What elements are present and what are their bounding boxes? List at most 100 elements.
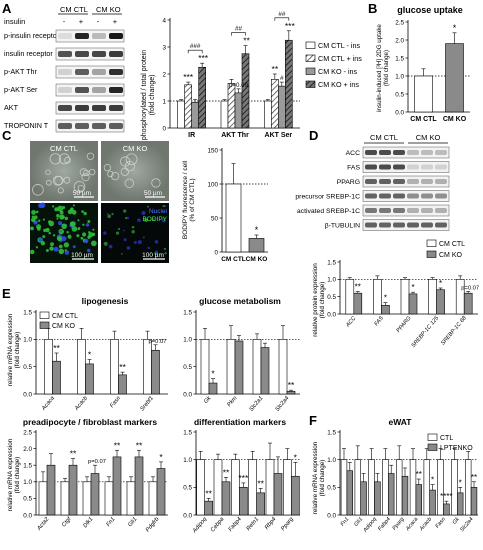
blot-band — [407, 222, 419, 228]
bar — [445, 43, 464, 113]
bar — [46, 464, 56, 516]
fluorescent-spot — [108, 244, 113, 249]
fluorescent-spot — [45, 227, 50, 233]
bar — [191, 102, 199, 129]
blot-band — [75, 87, 89, 93]
x-tick-label: Fn1 — [340, 516, 351, 527]
x-tick-label: Slc2a4 — [459, 516, 474, 533]
fluorescent-spot — [131, 230, 135, 234]
blot-a-lane-sign-2: + — [79, 17, 84, 26]
bar — [248, 459, 257, 516]
x-tick-label: Cebpa — [210, 516, 226, 534]
blot-band — [393, 179, 405, 184]
y-tick-label: 0.5 — [183, 364, 192, 371]
legend-label: CM KO - ins — [318, 67, 358, 76]
fluorescent-spot — [42, 235, 46, 239]
fluorescent-spot — [59, 214, 65, 220]
y-tick-label: 1.5 — [183, 309, 192, 316]
x-tick-label: CM CTL — [221, 256, 246, 263]
x-tick-label: Pparg — [280, 516, 295, 532]
blot-band — [109, 33, 123, 39]
fluorescent-spot — [161, 218, 166, 223]
fluorescent-spot — [38, 219, 41, 222]
y-tick-label: 0.0 — [327, 311, 336, 318]
blot-row-label: AKT — [4, 103, 19, 112]
legend-label: CM CTL — [439, 241, 465, 248]
blot-band — [393, 222, 405, 228]
blot-row-label: TROPONIN T — [4, 121, 49, 130]
y-tick-label: 1.0 — [183, 337, 192, 344]
blot-band — [58, 51, 72, 57]
blot-band — [75, 51, 89, 57]
bar — [134, 456, 144, 516]
fluorescent-spot — [49, 246, 54, 251]
blot-band — [379, 222, 391, 228]
x-tick-label: Acacb — [418, 516, 433, 532]
blot-a-lane-sign-3: - — [97, 17, 100, 26]
x-tick-label: Fabp4 — [228, 516, 243, 532]
blot-band — [75, 33, 89, 39]
blot-row-label: ACC — [346, 150, 360, 157]
blot-a-lane-sign-4: + — [113, 17, 118, 26]
bar — [241, 53, 250, 129]
blot-band — [365, 150, 377, 155]
blot-band — [58, 33, 72, 39]
cell-outline — [120, 156, 131, 167]
blot-row-label: FAS — [347, 165, 360, 172]
panel-e-legend: CM CTL CM KO — [39, 311, 78, 330]
bar — [151, 349, 160, 395]
x-tick-label: CM KO — [443, 116, 467, 123]
x-tick-label: Slc2a1 — [249, 395, 265, 412]
fluorescent-spot — [126, 216, 130, 220]
x-tick-label: Retn1 — [246, 516, 261, 532]
fluorescent-spot — [126, 246, 131, 250]
fluorescent-spot — [124, 216, 128, 220]
blot-band — [407, 150, 419, 155]
panel-a-label: A — [2, 1, 12, 16]
panel-f-label: F — [309, 413, 317, 428]
fluorescent-spot — [107, 214, 112, 219]
cell-outline — [124, 178, 134, 189]
legend-swatch — [427, 433, 438, 441]
fluorescent-spot — [59, 230, 62, 233]
bar — [177, 100, 185, 129]
fluorescent-spot — [164, 252, 167, 255]
legend-swatch — [305, 67, 316, 75]
bar — [374, 481, 381, 516]
bar — [82, 481, 92, 516]
x-tick-label: Acaca — [40, 395, 56, 413]
y-tick-label: 1.0 — [327, 277, 336, 284]
significance-mark: * — [384, 294, 387, 303]
y-tick-label: 0.5 — [23, 496, 32, 503]
significance-mark: ** — [243, 36, 250, 46]
bar — [429, 489, 436, 516]
y-tick-label: 2.5 — [395, 19, 404, 26]
bar — [227, 83, 236, 129]
cell-outline — [52, 175, 63, 186]
fluorescent-spot — [72, 245, 76, 249]
cell-outline — [58, 153, 70, 165]
blot-band — [421, 208, 433, 213]
x-tick-label: Acta2 — [36, 516, 51, 533]
blot-band — [365, 179, 377, 184]
y-tick-label: 0.0 — [23, 391, 32, 398]
legend-swatch — [39, 321, 50, 329]
fluorescent-spot — [29, 249, 35, 255]
blot-strip — [362, 190, 450, 202]
legend-swatch — [426, 239, 437, 247]
fluorescent-spot — [69, 221, 76, 227]
panel-e-ylabel2-top: (fold change) — [14, 332, 21, 369]
blot-band — [92, 33, 106, 39]
fluorescent-spot — [38, 237, 43, 242]
bar — [221, 481, 231, 516]
fluorescent-spot — [77, 219, 80, 222]
blot-band — [75, 69, 89, 75]
fluorescent-spot — [82, 223, 85, 226]
panel-b-label: B — [368, 1, 377, 16]
significance-mark: * — [211, 369, 215, 379]
blot-strip — [55, 29, 125, 43]
significance-mark: p=0.09 — [229, 82, 249, 89]
bar — [256, 492, 265, 516]
